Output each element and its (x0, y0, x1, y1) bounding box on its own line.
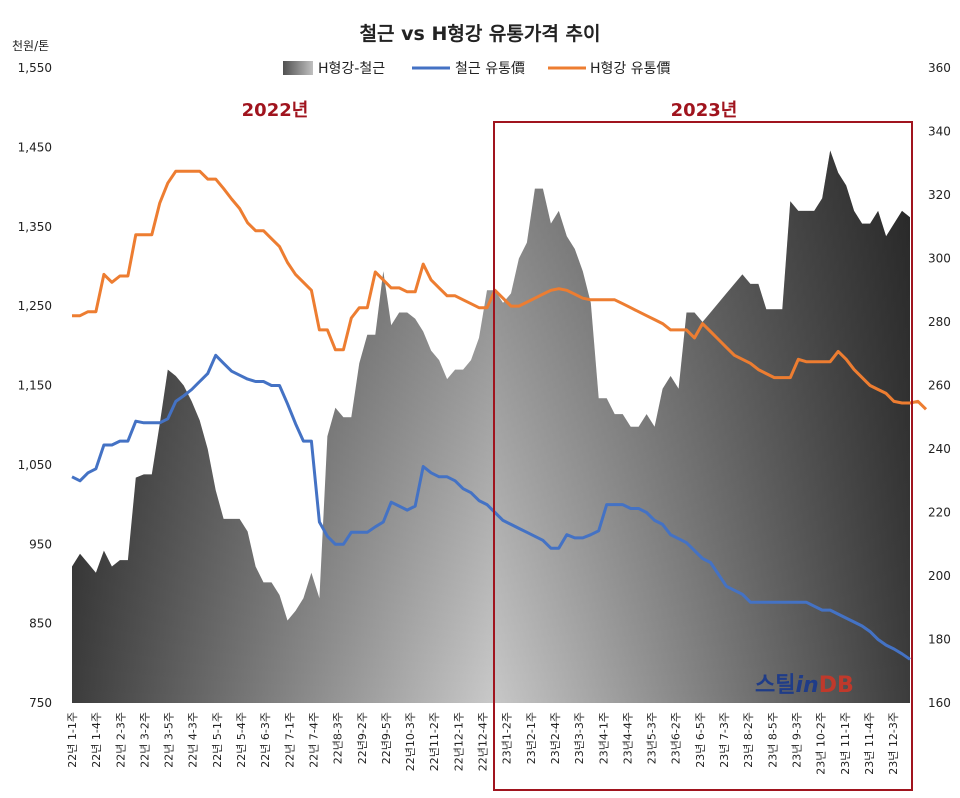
x-tick-label: 23년 11-1주 (839, 712, 852, 775)
y-right-tick-label: 180 (928, 633, 951, 647)
annotation-2023-frame (493, 121, 913, 791)
x-tick-label: 23년 9-3주 (791, 712, 804, 768)
logo-prefix: 스틸 (755, 673, 795, 698)
y-right-tick-label: 240 (928, 442, 951, 456)
x-tick-label: 23년4-1주 (597, 712, 610, 764)
legend-label-hbeam: H형강 유통價 (590, 60, 671, 77)
y-left-tick-label: 1,250 (18, 299, 52, 313)
legend: H형강-철근 철근 유통價 H형강 유통價 (283, 60, 671, 77)
x-tick-label: 23년 7-3주 (718, 712, 731, 768)
x-tick-label: 22년 5-4주 (235, 712, 248, 768)
y-left-tick-label: 1,350 (18, 220, 52, 234)
y-left-tick-label: 750 (29, 696, 52, 710)
y-right-tick-label: 360 (928, 61, 951, 75)
x-tick-label: 22년 1-4주 (90, 712, 103, 768)
x-tick-label: 23년 11-4주 (863, 712, 876, 775)
x-tick-label: 23년6-2주 (670, 712, 683, 764)
y-right-axis: 360 340 320 300 280 260 240 220 200 180 160 (928, 61, 951, 710)
chart-title: 철근 vs H형강 유통가격 추이 (360, 23, 601, 45)
x-tick-label: 23년1-2주 (501, 712, 514, 764)
y-right-tick-label: 320 (928, 188, 951, 202)
y-left-tick-label: 950 (29, 537, 52, 551)
y-left-tick-label: 1,150 (18, 379, 52, 393)
x-tick-label: 22년10-3주 (404, 712, 417, 771)
x-tick-label: 23년3-3주 (573, 712, 586, 764)
x-tick-label: 23년 8-5주 (766, 712, 779, 768)
x-tick-label: 22년12-1주 (452, 712, 465, 771)
x-tick-label: 23년 10-2주 (815, 712, 828, 775)
x-tick-label: 22년 5-1주 (211, 712, 224, 768)
x-tick-label: 23년2-4주 (549, 712, 562, 764)
x-tick-label: 23년 8-2주 (742, 712, 755, 768)
series-area-shade (72, 150, 910, 703)
y-left-tick-label: 1,050 (18, 458, 52, 472)
y-right-tick-label: 200 (928, 569, 951, 583)
x-tick-label: 22년 1-1주 (66, 712, 79, 768)
x-tick-label: 22년9-5주 (380, 712, 393, 764)
steelindb-logo: 스틸inDB (755, 673, 854, 698)
legend-swatch-area (283, 61, 313, 75)
x-tick-label: 22년11-2주 (428, 712, 441, 771)
annotation-2023: 2023년 (671, 100, 738, 121)
x-tick-label: 23년 6-5주 (694, 712, 707, 768)
y-right-tick-label: 340 (928, 125, 951, 139)
y-left-tick-label: 1,550 (18, 61, 52, 75)
x-tick-label: 22년9-2주 (356, 712, 369, 764)
x-tick-label: 22년 3-5주 (163, 712, 176, 768)
y-right-tick-label: 300 (928, 252, 951, 266)
x-tick-label: 22년 7-1주 (283, 712, 296, 768)
y-left-unit: 천원/톤 (12, 38, 49, 53)
annotation-2022: 2022년 (242, 100, 309, 121)
x-tick-label: 22년8-3주 (332, 712, 345, 764)
logo-suffix: DB (819, 673, 854, 698)
legend-label-rebar: 철근 유통價 (455, 60, 525, 77)
x-tick-label: 23년2-1주 (525, 712, 538, 764)
y-right-tick-label: 260 (928, 379, 951, 393)
y-left-tick-label: 1,450 (18, 140, 52, 154)
x-tick-label: 22년 2-3주 (114, 712, 127, 768)
svg-text:스틸inDB: 스틸inDB (755, 673, 854, 698)
x-tick-label: 22년 7-4주 (308, 712, 321, 768)
x-tick-label: 22년 6-3주 (259, 712, 272, 768)
logo-mid: in (795, 673, 818, 698)
y-right-tick-label: 160 (928, 696, 951, 710)
series-line-hbeam (72, 169, 928, 411)
x-tick-label: 23년5-3주 (646, 712, 659, 764)
x-tick-label: 23년4-4주 (621, 712, 634, 764)
y-right-tick-label: 220 (928, 506, 951, 520)
x-axis: 22년 1-1주 22년 1-4주 22년 2-3주 22년 3-2주 22년 3-5주… (66, 712, 900, 775)
y-left-tick-label: 850 (29, 617, 52, 631)
y-right-tick-label: 280 (928, 315, 951, 329)
y-left-axis: 1,550 1,450 1,350 1,250 1,150 1,050 950 850 750 (18, 61, 52, 710)
legend-label-area: H형강-철근 (318, 61, 385, 77)
series-line-rebar (71, 353, 911, 661)
x-tick-label: 22년 4-3주 (187, 712, 200, 768)
x-tick-label: 23년 12-3주 (887, 712, 900, 775)
x-tick-label: 22년 3-2주 (138, 712, 151, 768)
x-tick-label: 22년12-4주 (477, 712, 490, 771)
